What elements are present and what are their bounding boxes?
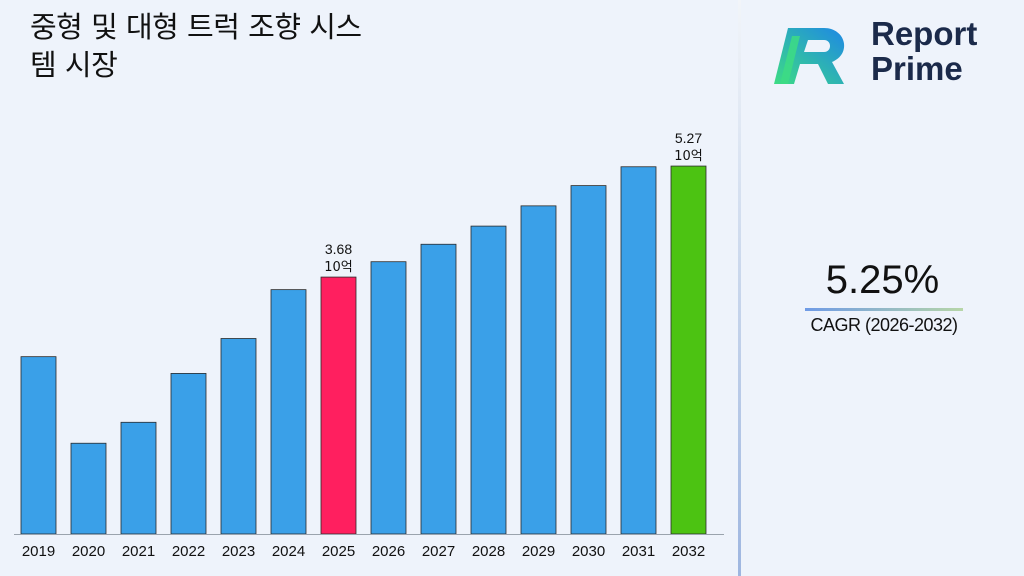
bar-2032: [670, 165, 707, 535]
logo-text-line2: Prime: [871, 50, 963, 87]
bar-2025: [320, 276, 357, 535]
chart-title: 중형 및 대형 트럭 조향 시스 템 시장: [30, 8, 470, 84]
bar-2028: [470, 225, 507, 535]
cagr-label: CAGR (2026-2032): [810, 315, 958, 335]
bar-2030: [570, 185, 607, 535]
bar-2020: [70, 442, 107, 535]
x-tick-label-2031: 2031: [622, 543, 655, 560]
cagr-underline: [805, 308, 963, 311]
x-tick-label-2026: 2026: [372, 543, 405, 560]
x-tick-label-2025: 2025: [322, 543, 355, 560]
chart-title-line1: 중형 및 대형 트럭 조향 시스: [30, 10, 362, 44]
x-tick-label-2019: 2019: [22, 543, 55, 560]
bar-2024: [270, 289, 307, 535]
bar-chart: 2019 2020 2021 2022 2023 2024 2025 3.68 10억 2026 2…: [14, 130, 724, 560]
data-label-unit-2032: 10억: [674, 149, 703, 164]
x-tick-label-2028: 2028: [472, 543, 505, 560]
logo-r-icon: [774, 28, 845, 84]
bar-2022: [170, 373, 207, 535]
bar-2021: [120, 421, 157, 535]
data-label-value-2032: 5.27: [675, 130, 702, 146]
data-label-value-2025: 3.68: [325, 241, 352, 257]
logo-text-line1: Report: [871, 15, 978, 52]
bar-2027: [420, 243, 457, 535]
x-tick-label-2030: 2030: [572, 543, 605, 560]
x-tick-label-2024: 2024: [272, 543, 305, 560]
cagr-value: 5.25%: [825, 258, 940, 302]
x-tick-label-2032: 2032: [672, 543, 705, 560]
x-tick-label-2021: 2021: [122, 543, 155, 560]
bar-2029: [520, 205, 557, 535]
x-tick-label-2027: 2027: [422, 543, 455, 560]
bar-2026: [370, 261, 407, 535]
chart-title-line2: 템 시장: [30, 48, 118, 82]
x-tick-label-2029: 2029: [522, 543, 555, 560]
bar-2031: [620, 166, 657, 535]
data-label-unit-2025: 10억: [324, 260, 353, 275]
x-tick-label-2023: 2023: [222, 543, 255, 560]
panel-divider: [738, 0, 741, 576]
bar-2023: [220, 338, 257, 535]
x-tick-label-2020: 2020: [72, 543, 105, 560]
x-tick-label-2022: 2022: [172, 543, 205, 560]
logo-text: Report Prime: [871, 16, 977, 86]
report-prime-logo[interactable]: Report Prime: [766, 14, 1006, 90]
bar-2019: [20, 356, 57, 535]
